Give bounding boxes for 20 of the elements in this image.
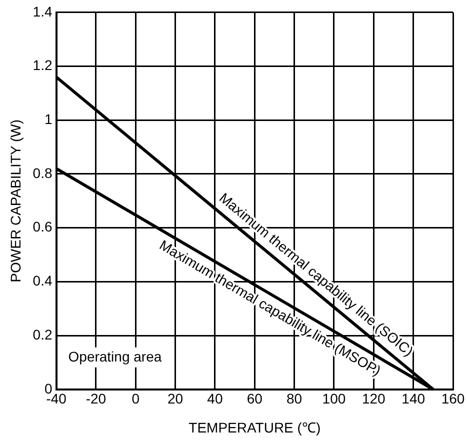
y-tick-label: 1.2 [32, 57, 52, 74]
y-axis-title: POWER CAPABILITY (W) [7, 119, 24, 282]
x-tick-label: 20 [167, 390, 184, 407]
x-tick-label: 160 [441, 390, 465, 407]
x-tick-label: -20 [86, 390, 106, 407]
y-tick-label: 1.4 [32, 3, 52, 20]
annotation: Operating area [68, 348, 162, 364]
x-axis-title: TEMPERATURE (℃) [188, 419, 321, 436]
x-tick-label: 80 [286, 390, 302, 407]
x-tick-label: 60 [246, 390, 263, 407]
x-tick-label: 0 [132, 390, 140, 407]
x-tick-label: 140 [402, 390, 426, 407]
y-tick-label: 0.8 [32, 164, 52, 181]
y-tick-label: 0.2 [32, 326, 52, 342]
x-tick-label: 40 [207, 390, 223, 407]
y-tick-label: 0.4 [32, 272, 52, 289]
x-tick-label: 120 [362, 390, 386, 407]
y-tick-label: 1 [44, 110, 52, 127]
x-tick-label: 100 [322, 390, 346, 407]
y-tick-label: 0.6 [32, 218, 52, 235]
